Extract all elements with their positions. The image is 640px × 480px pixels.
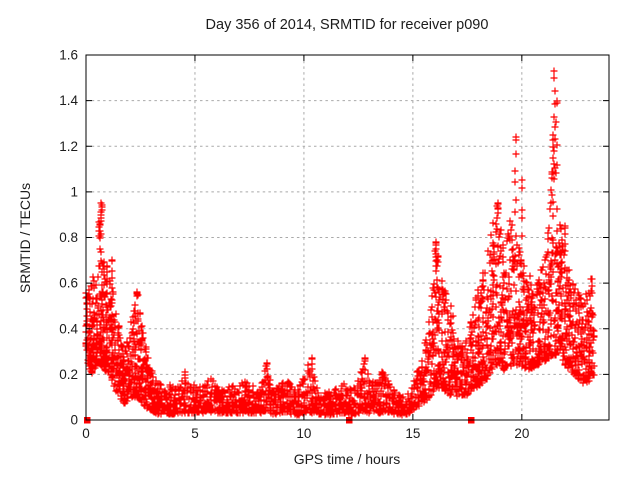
plot-title: Day 356 of 2014, SRMTID for receiver p09… (206, 17, 489, 33)
x-tick-label: 0 (82, 426, 90, 441)
y-tick-label: 1 (70, 184, 78, 199)
srmtid-plus-markers (82, 67, 598, 419)
x-tick-label: 5 (191, 426, 199, 441)
tick-labels: 0 5 10 15 20 0 0.2 0.4 0.6 0.8 1 1.2 1.4 1.6 (59, 48, 529, 442)
x-axis-label: GPS time / hours (294, 451, 401, 467)
y-tick-label: 0.8 (59, 230, 78, 245)
y-tick-label: 1.6 (59, 48, 78, 63)
y-tick-label: 0 (70, 413, 78, 428)
x-tick-label: 15 (405, 426, 420, 441)
y-tick-label: 0.2 (59, 367, 78, 382)
y-tick-label: 1.4 (59, 93, 78, 108)
axis-ticks (85, 54, 609, 421)
y-tick-label: 0.4 (59, 321, 78, 336)
y-axis-label: SRMTID / TECUs (17, 183, 33, 293)
x-tick-label: 20 (514, 426, 529, 441)
data-points (82, 67, 598, 424)
x-tick-label: 10 (296, 426, 311, 441)
y-tick-label: 1.2 (59, 139, 78, 154)
y-tick-label: 0.6 (59, 276, 78, 291)
